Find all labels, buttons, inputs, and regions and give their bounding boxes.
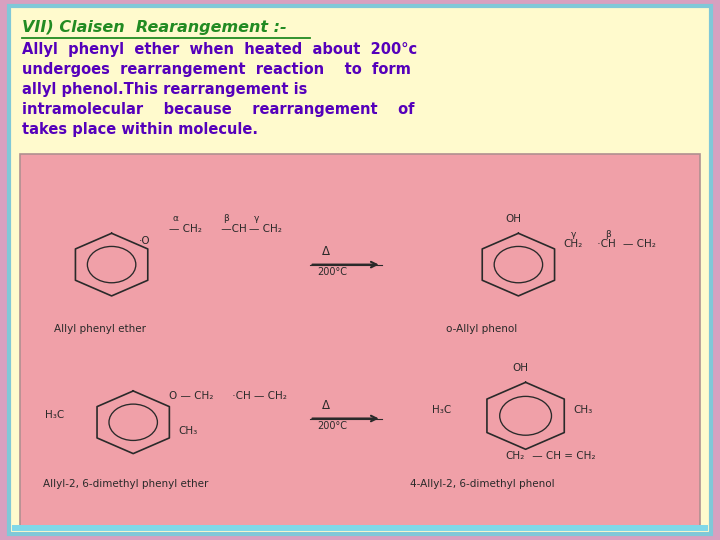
Text: ·O: ·O [139,236,150,246]
Text: CH₂: CH₂ [505,451,525,461]
Text: Allyl-2, 6-dimethyl phenyl ether: Allyl-2, 6-dimethyl phenyl ether [43,479,209,489]
FancyBboxPatch shape [12,9,708,531]
Text: takes place within molecule.: takes place within molecule. [22,122,258,137]
Text: o-Allyl phenol: o-Allyl phenol [446,324,518,334]
Text: H₃C: H₃C [45,410,64,420]
Text: — CH₂: — CH₂ [169,224,202,234]
Text: ·CH — CH₂: ·CH — CH₂ [229,391,287,401]
Text: OH: OH [505,213,521,224]
Text: α: α [172,214,179,223]
Text: CH₂: CH₂ [564,239,583,249]
Text: Δ: Δ [322,245,330,258]
FancyBboxPatch shape [12,525,708,531]
Text: Allyl  phenyl  ether  when  heated  about  200°c: Allyl phenyl ether when heated about 200… [22,42,417,57]
Text: CH₃: CH₃ [179,426,198,436]
Text: 200°C: 200°C [317,421,347,431]
Text: H₃C: H₃C [432,405,451,415]
Text: — CH₂: — CH₂ [623,239,656,249]
Text: allyl phenol.This rearrangement is: allyl phenol.This rearrangement is [22,82,307,97]
Text: β: β [606,230,611,239]
Text: 4-Allyl-2, 6-dimethyl phenol: 4-Allyl-2, 6-dimethyl phenol [410,479,555,489]
Text: ·CH: ·CH [594,239,616,249]
Text: CH₃: CH₃ [574,405,593,415]
Text: — CH = CH₂: — CH = CH₂ [529,451,595,461]
Text: O — CH₂: O — CH₂ [169,391,214,401]
FancyBboxPatch shape [20,154,700,526]
Text: OH: OH [513,362,528,373]
Text: —CH: —CH [218,224,247,234]
Text: undergoes  rearrangement  reaction    to  form: undergoes rearrangement reaction to form [22,62,410,77]
Text: intramolecular    because    rearrangement    of: intramolecular because rearrangement of [22,102,414,117]
Text: γ: γ [571,230,576,239]
Text: γ: γ [254,214,260,223]
Text: Δ: Δ [322,399,330,412]
Text: VII) Claisen  Rearangement :-: VII) Claisen Rearangement :- [22,20,287,35]
Text: 200°C: 200°C [317,267,347,278]
Text: β: β [223,214,229,223]
Text: — CH₂: — CH₂ [248,224,282,234]
Text: Allyl phenyl ether: Allyl phenyl ether [54,324,146,334]
